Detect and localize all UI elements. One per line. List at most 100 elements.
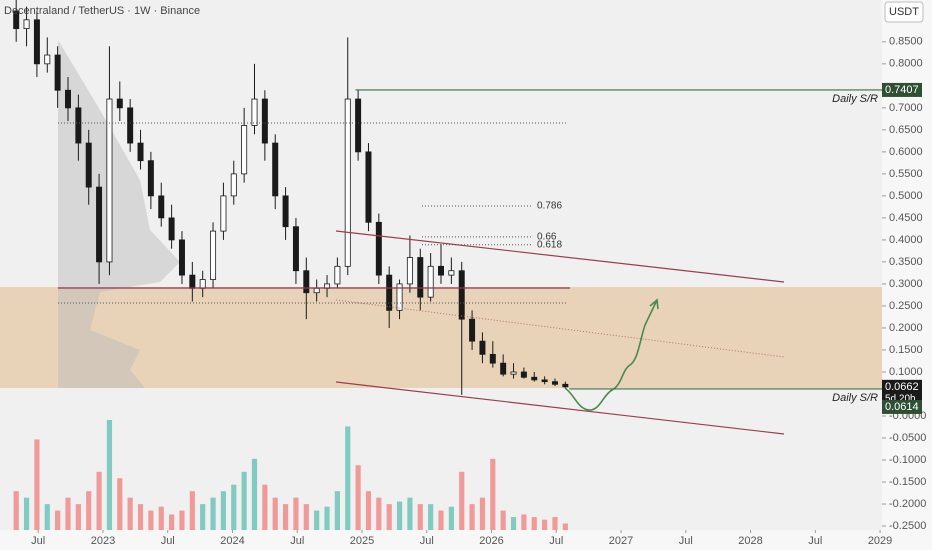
volume-bar (293, 497, 299, 530)
volume-bar (210, 497, 216, 530)
countdown-label: 5d 20h (885, 393, 916, 404)
volume-bar (282, 504, 289, 530)
volume-bar (220, 491, 227, 530)
chart-title: Decentraland / TetherUS · 1W · Binance (4, 5, 200, 17)
candle-body (292, 226, 299, 272)
candle-body (438, 265, 444, 276)
candle-body (168, 217, 175, 241)
candle-body (282, 195, 289, 228)
candle-body (96, 186, 103, 263)
candle-body (510, 371, 517, 375)
candle-body (448, 270, 455, 276)
volume-bar (417, 504, 423, 530)
y-tick-label: -0.1500 (889, 476, 926, 488)
candle-body (106, 98, 113, 263)
y-tick-label: 0.3500 (889, 256, 923, 268)
candle-body (344, 98, 351, 267)
volume-bar (96, 471, 102, 530)
volume-bar (158, 506, 164, 530)
candle-body (178, 239, 185, 276)
x-tick-label: Jul (808, 535, 822, 547)
fib-label: 0.66 (537, 231, 557, 242)
candle-body (272, 142, 279, 197)
volume-bar (117, 478, 123, 530)
volume-bar (386, 504, 392, 530)
currency-label: USDT (889, 6, 919, 18)
volume-bar (23, 497, 30, 530)
candle-body (365, 151, 372, 223)
volume-bar (345, 426, 351, 530)
x-tick-label: Jul (679, 535, 693, 547)
volume-bar (562, 523, 568, 530)
candle-body (85, 142, 92, 188)
volume-bar (552, 517, 558, 530)
candle-body (458, 270, 465, 320)
candle-body (241, 125, 248, 175)
x-tick-label: 2027 (609, 535, 633, 547)
candle-body (375, 221, 382, 276)
candle-body (54, 54, 61, 91)
volume-bar (365, 491, 372, 530)
candle-body (13, 10, 20, 30)
x-tick-label: 2028 (738, 535, 762, 547)
volume-bar (251, 458, 258, 530)
candle-body (500, 362, 507, 375)
candle-body (303, 270, 310, 294)
candle-body (551, 381, 558, 385)
candle-body (23, 19, 30, 30)
volume-bar (231, 484, 237, 530)
y-tick-label: -0.2000 (889, 498, 926, 510)
volume-bar (189, 491, 195, 530)
y-tick-label: 0.7000 (889, 102, 923, 114)
y-tick-label: 0.4500 (889, 212, 923, 224)
volume-bar (469, 504, 475, 530)
last-price-label: 0.0662 (885, 381, 919, 393)
volume-bar (500, 510, 506, 530)
channel-top (335, 230, 785, 283)
candle-body (489, 353, 496, 364)
volume-bar (179, 510, 185, 530)
candle-body (230, 173, 237, 197)
volume-bar (200, 504, 206, 530)
x-tick-label: 2026 (479, 535, 503, 547)
currency-button[interactable] (884, 1, 924, 23)
candle-body (396, 283, 403, 311)
candle-body (417, 257, 424, 298)
x-tick-label: Jul (420, 535, 434, 547)
volume-bar (106, 420, 113, 530)
volume-bar (169, 514, 175, 530)
candle-body (44, 54, 51, 65)
volume-bar (459, 471, 465, 530)
y-tick-label: 0.4000 (889, 234, 923, 246)
volume-bar (542, 519, 548, 530)
volume-bar (428, 504, 434, 530)
volume-bar (44, 504, 50, 530)
forecast-path (564, 299, 658, 411)
level-price-label: 0.7407 (885, 84, 919, 96)
x-tick-label: 2023 (91, 535, 115, 547)
candle-body (199, 279, 206, 289)
volume-bar (355, 465, 361, 530)
volume-bar (86, 491, 92, 530)
candle-body (562, 383, 569, 388)
volume-bar (75, 504, 81, 530)
candle-body (334, 265, 341, 285)
candle-body (520, 371, 527, 378)
candle-body (313, 287, 320, 294)
volume-bar (531, 517, 537, 530)
candle-body (427, 265, 434, 298)
fib-label: 0.786 (537, 201, 562, 212)
sr-label: Daily S/R (832, 392, 878, 404)
x-tick-label: 2025 (350, 535, 374, 547)
fib-label: 0.618 (537, 239, 562, 250)
candle-body (116, 98, 123, 109)
price-axis (882, 0, 932, 550)
volume-bar (407, 497, 413, 530)
y-tick-label: 0.5500 (889, 168, 923, 180)
volume-bar (303, 504, 309, 530)
level-price-label-box (882, 399, 922, 414)
candle-body (469, 318, 476, 342)
volume-bar (148, 510, 154, 530)
forecast-arrow (649, 298, 659, 310)
